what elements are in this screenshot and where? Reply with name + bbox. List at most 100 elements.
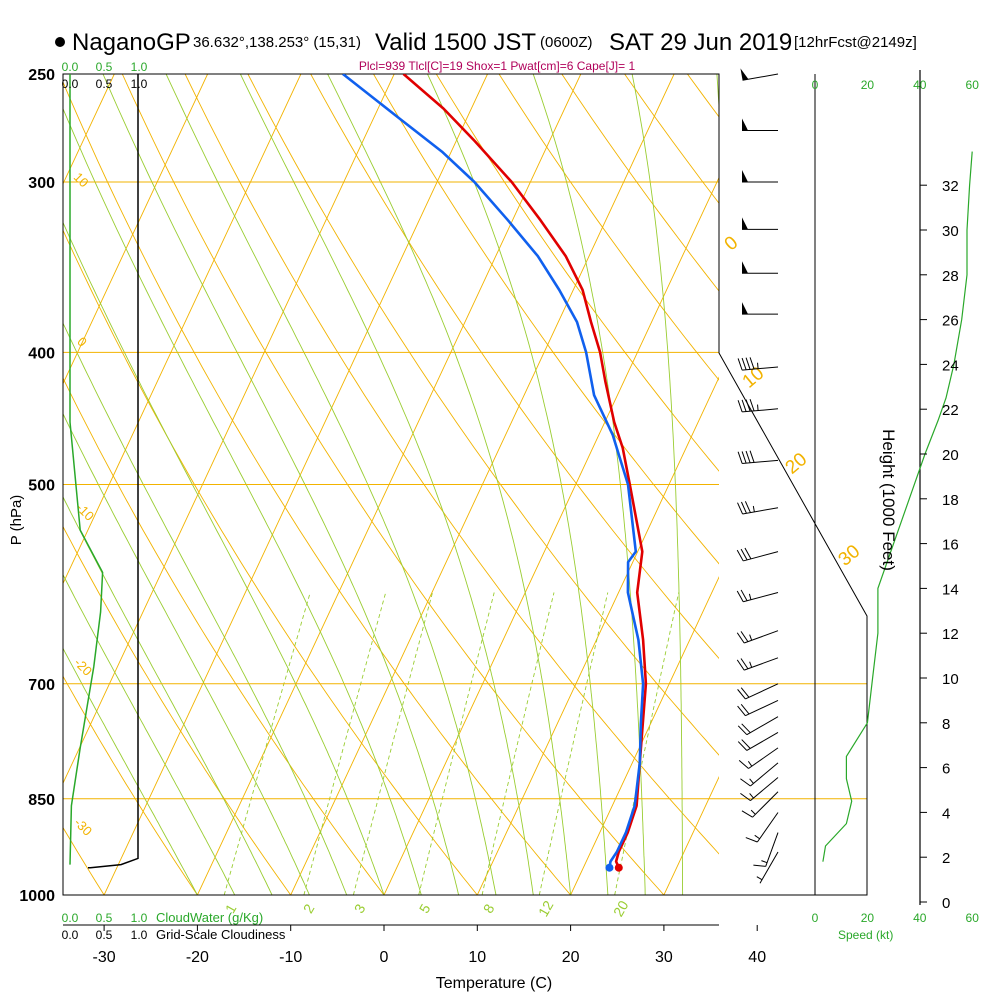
wind-barb-staff [756, 812, 779, 843]
wind-barb-full [740, 631, 749, 642]
wind-barb-staff [745, 683, 779, 700]
wind-barb-full [740, 501, 747, 514]
wind-barb [737, 450, 779, 464]
wind-barb-full [745, 357, 751, 370]
wind-barb-full [737, 741, 748, 751]
y-tick-label: 700 [28, 677, 55, 694]
moist-adiabat-line [756, 0, 789, 918]
x-tick-label: -20 [186, 949, 209, 966]
wind-barb-staff [759, 851, 779, 884]
wind-barb-half [749, 793, 754, 799]
x-tick-label: 20 [562, 949, 580, 966]
height-tick-label: 24 [942, 357, 959, 374]
valid-time: Valid 1500 JST [375, 29, 536, 56]
x-tick-label: 0 [380, 949, 389, 966]
moist-adiabat-line [63, 412, 310, 895]
y-axis-title: P (hPa) [8, 495, 25, 546]
wind-barb-half [757, 404, 759, 411]
wind-speed-tick-label: 60 [966, 78, 980, 92]
y-tick-label: 1000 [19, 888, 55, 905]
isotherm-label: 0 [721, 232, 743, 255]
x-tick-label: -30 [93, 949, 116, 966]
wind-barb [737, 357, 779, 371]
wind-barb-full [741, 451, 747, 464]
wind-barb-full [737, 705, 746, 716]
cloudiness-tick-label: 1.0 [131, 928, 148, 942]
wind-speed-tick-label: 20 [861, 78, 875, 92]
wind-speed-tick-label: 0 [812, 911, 819, 925]
y-tick-label: 300 [28, 175, 55, 192]
height-tick-label: 22 [942, 402, 959, 419]
isotherm-line [944, 74, 1000, 895]
wind-barb-staff [746, 732, 779, 751]
cloud-profiles [69, 74, 139, 869]
wind-barb-full [749, 399, 755, 412]
wind-barb [740, 68, 779, 81]
wind-barb-full [736, 659, 745, 671]
wind-barb-half [752, 505, 755, 512]
cloudiness-tick-label: 0.5 [96, 77, 113, 91]
height-tick-label: 12 [942, 626, 959, 643]
wind-speed-tick-label: 40 [913, 78, 927, 92]
x-tick-label: 30 [655, 949, 673, 966]
height-tick-label: 10 [942, 671, 959, 688]
wind-barb-full [738, 760, 749, 769]
isotherm-line [757, 74, 1000, 895]
wind-barb-staff [742, 73, 779, 81]
height-tick-label: 18 [942, 492, 959, 509]
wind-barb [737, 732, 779, 751]
dry-adiabat-line [63, 377, 385, 895]
wind-speed-axis-title: Speed (kt) [838, 928, 893, 942]
isotherm-line [851, 74, 1000, 895]
x-tick-label: 40 [748, 949, 766, 966]
mixing-ratio-label: 8 [480, 901, 498, 916]
height-tick-label: 16 [942, 537, 959, 554]
wind-barb-full [749, 450, 755, 463]
mixing-ratio-line [223, 592, 311, 895]
wind-barb-half [748, 593, 752, 600]
dry-adiabat-line [372, 74, 719, 565]
wind-barb-half [761, 860, 768, 864]
dry-adiabat-line [435, 74, 719, 472]
mixing-ratio-label: 2 [300, 901, 318, 916]
wind-barb-half [747, 761, 753, 767]
wind-barb-full [737, 358, 743, 371]
height-tick-label: 4 [942, 805, 950, 822]
cloudiness-label: Grid-Scale Cloudiness [156, 927, 286, 942]
wind-barb-full [737, 689, 746, 700]
sounding-profiles [342, 74, 648, 872]
background-grid [63, 0, 1000, 918]
wind-speed-profile [822, 151, 973, 862]
dry-adiabat-line [121, 74, 665, 895]
height-tick-label: 2 [942, 850, 950, 867]
height-tick-label: 8 [942, 716, 950, 733]
mixing-ratio-line [418, 592, 495, 895]
moist-adiabat-line [63, 495, 273, 895]
cloudwater-tick-label: 0.0 [62, 911, 79, 925]
wind-barb-half [749, 634, 753, 641]
moist-adiabat-line [631, 74, 684, 895]
wind-barb-staff [743, 551, 779, 562]
dewpoint-line [342, 74, 645, 868]
axes: -30 -20 -10 0 10 20 30 402503004005007008501000… [19, 60, 979, 966]
y-tick-label: 250 [28, 67, 55, 84]
cloudwater-tick-label: 1.0 [131, 60, 148, 74]
wind-barb [742, 302, 778, 315]
wind-barb-full [740, 548, 748, 561]
station-name: NaganoGP [72, 29, 191, 56]
wind-barb [737, 716, 779, 736]
x-axis-title: Temperature (C) [436, 975, 552, 992]
wind-barb [741, 791, 779, 818]
dry-adiabat-line [63, 81, 572, 895]
wind-barb-half [756, 876, 763, 881]
dry-adiabat-line [63, 675, 198, 895]
wind-barb-full [740, 687, 750, 698]
mixing-ratio-label: 3 [351, 901, 369, 916]
cloudwater-tick-label: 0.0 [62, 60, 79, 74]
wind-barb-staff [742, 507, 779, 515]
y-tick-label: 500 [28, 478, 55, 495]
station-bullet-icon [55, 37, 65, 47]
stability-indices: Plcl=939 Tlcl[C]=19 Shox=1 Pwat[cm]=6 Ca… [359, 59, 636, 73]
dry-adiabat-line [63, 826, 105, 895]
